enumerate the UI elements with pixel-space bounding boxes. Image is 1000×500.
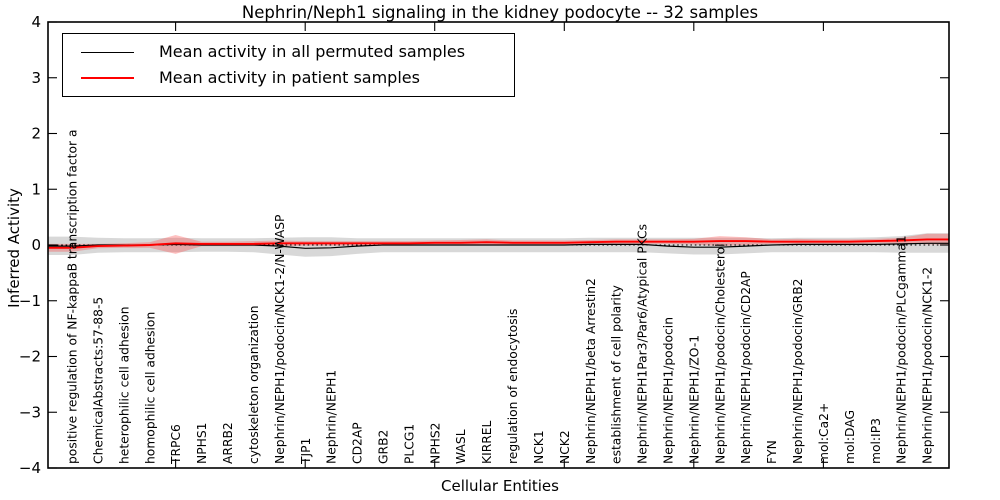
chart-title: Nephrin/Neph1 signaling in the kidney po… xyxy=(241,3,759,22)
x-tick-label: Nephrin/NEPH1/podocin/NCK1-2/N-WASP xyxy=(273,215,287,464)
x-tick-label: TJP1 xyxy=(299,438,313,465)
x-tick-label: Nephrin/NEPH1/podocin/GRB2 xyxy=(791,279,805,464)
x-tick-label: KIRREL xyxy=(480,420,494,464)
x-tick-label: FYN xyxy=(765,440,779,464)
x-tick-label: cytoskeleton organization xyxy=(247,305,261,464)
x-tick-label: WASL xyxy=(454,429,468,464)
x-tick-label: Nephrin/NEPH1 xyxy=(325,370,339,464)
y-tick-label: −4 xyxy=(19,459,41,477)
y-tick-label: 3 xyxy=(31,69,41,87)
x-tick-label: Nephrin/NEPH1/podocin xyxy=(662,317,676,464)
y-tick-label: 1 xyxy=(31,180,41,198)
y-tick-label: −2 xyxy=(19,348,41,366)
y-tick-label: 2 xyxy=(31,125,41,143)
x-tick-label: NCK1 xyxy=(532,430,546,464)
x-tick-label: Nephrin/NEPH1/podocin/PLCgamma1 xyxy=(895,235,909,464)
x-tick-label: CD2AP xyxy=(351,422,365,464)
band-patient-spread xyxy=(48,233,949,254)
x-tick-label: heterophilic cell adhesion xyxy=(117,307,131,464)
legend-entry-permuted: Mean activity in all permuted samples xyxy=(81,44,514,60)
x-tick-label: Nephrin/NEPH1Par3/Par6/Atypical PKCs xyxy=(636,224,650,464)
x-tick-label: Nephrin/NEPH1/beta Arrestin2 xyxy=(584,278,598,464)
legend-entry-label: Mean activity in patient samples xyxy=(159,68,420,87)
legend-box: Mean activity in all permuted samples Me… xyxy=(62,33,515,97)
x-tick-label: NPHS1 xyxy=(195,423,209,465)
x-tick-label: Nephrin/NEPH1/podocin/CD2AP xyxy=(739,271,753,464)
legend-entry-patient: Mean activity in patient samples xyxy=(81,70,514,86)
x-tick-label: Nephrin/NEPH1/podocin/NCK1-2 xyxy=(921,267,935,464)
x-tick-label: GRB2 xyxy=(377,430,391,464)
y-tick-label: −3 xyxy=(19,403,41,421)
x-tick-label: TRPC6 xyxy=(169,424,183,465)
x-tick-label: PLCG1 xyxy=(402,424,416,464)
x-tick-label: homophilic cell adhesion xyxy=(143,312,157,464)
patient-line-swatch xyxy=(81,77,134,79)
y-axis-label: Inferred Activity xyxy=(5,188,23,308)
legend-entry-label: Mean activity in all permuted samples xyxy=(159,42,466,61)
x-tick-label: mol:IP3 xyxy=(869,418,883,464)
x-tick-label: NPHS2 xyxy=(428,423,442,465)
x-tick-label: ChemicalAbstracts:57-88-5 xyxy=(92,297,106,464)
x-tick-label: positive regulation of NF-kappaB transcr… xyxy=(66,130,80,465)
plot-border xyxy=(47,21,950,469)
x-tick-label: mol:Ca2+ xyxy=(817,403,831,464)
series-line-mean-activity-in-all-permuted-samples xyxy=(48,242,949,249)
series-line-mean-activity-in-patient-samples xyxy=(48,238,949,249)
permuted-line-swatch xyxy=(81,51,134,53)
x-tick-label: ARRB2 xyxy=(221,422,235,464)
y-tick-label: −1 xyxy=(19,292,41,310)
x-tick-label: mol:DAG xyxy=(843,410,857,464)
x-tick-label: NCK2 xyxy=(558,430,572,464)
x-tick-label: establishment of cell polarity xyxy=(610,285,624,464)
x-tick-label: Nephrin/NEPH1/ZO-1 xyxy=(687,335,701,464)
y-tick-label: 0 xyxy=(31,236,41,254)
x-axis-label: Cellular Entities xyxy=(441,477,559,495)
x-tick-label: Nephrin/NEPH1/podocin/Cholesterol xyxy=(713,243,727,464)
x-tick-label: regulation of endocytosis xyxy=(506,309,520,464)
y-tick-label: 4 xyxy=(31,13,41,31)
